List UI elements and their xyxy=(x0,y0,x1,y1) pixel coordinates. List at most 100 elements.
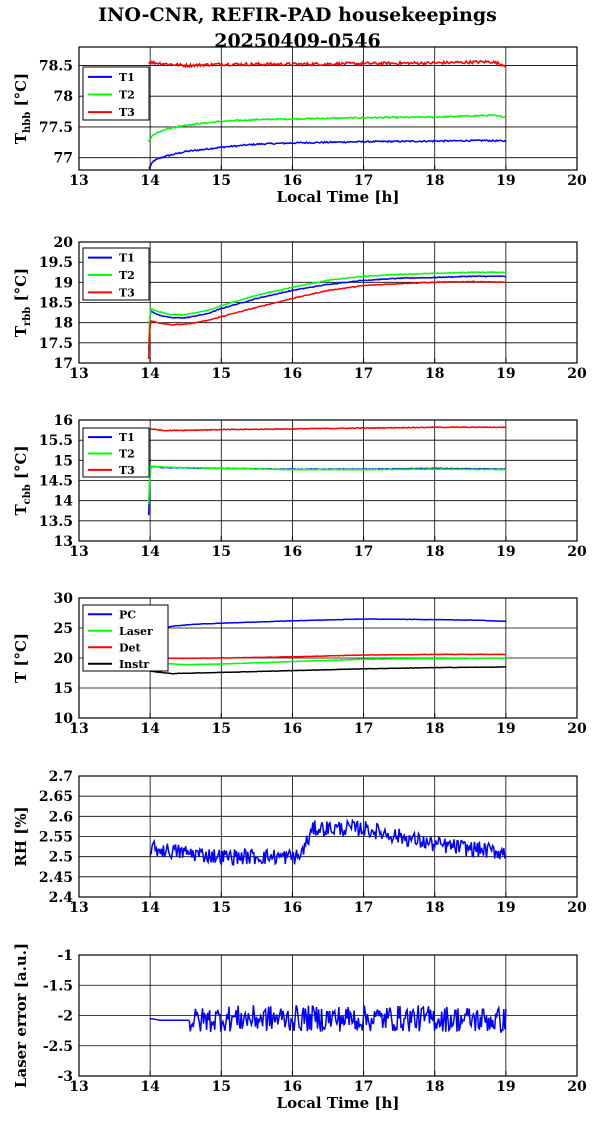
y-axis-label: Trbb [°C] xyxy=(12,268,33,337)
x-tick-label: 18 xyxy=(425,900,444,916)
y-tick-label: 25 xyxy=(54,621,73,637)
x-tick-label: 14 xyxy=(140,721,160,737)
plot-frame xyxy=(78,419,578,542)
x-tick-label: 13 xyxy=(69,721,88,737)
series-line-pc xyxy=(150,618,507,633)
series-line-t3 xyxy=(147,280,507,360)
chart-panel-1: 13 14 15 16 17 18 19 20 77 77.5 78 78.5 Local Time [… xyxy=(12,46,587,206)
y-axis-label: T [°C] xyxy=(12,633,30,683)
y-tick-label: 2.5 xyxy=(49,850,73,866)
y-tick-label: 19 xyxy=(54,275,73,291)
series-line-det xyxy=(150,653,507,660)
x-tick-label: 16 xyxy=(283,721,302,737)
y-tick-label: 20 xyxy=(54,651,74,667)
x-tick-label: 13 xyxy=(69,173,88,189)
series-line-t1 xyxy=(147,275,506,351)
x-tick-label: 15 xyxy=(212,544,231,560)
y-axis-label: Laser error [a.u.] xyxy=(12,943,30,1088)
y-tick-label: 2.6 xyxy=(49,809,73,825)
y-tick-label: 19.5 xyxy=(39,255,73,271)
x-tick-label: 13 xyxy=(69,544,88,560)
x-tick-label: 20 xyxy=(567,1079,587,1095)
y-tick-label: 15.5 xyxy=(39,433,73,449)
y-tick-label: 77 xyxy=(54,151,73,167)
x-tick-label: 20 xyxy=(567,721,587,737)
series-line-s1 xyxy=(149,818,507,866)
x-tick-label: 16 xyxy=(283,366,302,382)
y-tick-label: 17.5 xyxy=(39,336,73,352)
y-axis-label: Tcbb [°C] xyxy=(12,445,33,515)
series-line-laser xyxy=(150,657,506,666)
series-line-t1 xyxy=(147,465,507,516)
y-axis-label: RH [%] xyxy=(12,806,30,866)
x-tick-label: 19 xyxy=(496,173,515,189)
legend: T1 T2 T3 xyxy=(82,66,150,121)
legend: PC Laser Det Instr xyxy=(82,604,169,672)
y-tick-label: 78 xyxy=(54,89,73,105)
series-line-t2 xyxy=(147,464,506,505)
series-line-instr xyxy=(149,666,506,675)
plot-frame xyxy=(78,46,578,171)
x-tick-label: 17 xyxy=(354,900,373,916)
y-tick-label: 18.5 xyxy=(39,296,73,312)
legend-label: Det xyxy=(119,641,142,654)
legend: T1 T2 T3 xyxy=(82,427,150,478)
x-tick-label: 14 xyxy=(140,173,160,189)
x-axis-label: Local Time [h] xyxy=(277,188,400,206)
y-tick-label: 14 xyxy=(54,494,74,510)
x-tick-label: 15 xyxy=(212,366,231,382)
x-tick-label: 15 xyxy=(212,900,231,916)
y-tick-label: 15 xyxy=(54,453,73,469)
legend-label: Instr xyxy=(119,658,149,671)
y-tick-label: 13 xyxy=(54,534,73,550)
chart-panel-4: 13 14 15 16 17 18 19 20 10 15 20 25 30 T [°C] PC Laser D… xyxy=(12,591,587,737)
x-tick-label: 14 xyxy=(140,1079,160,1095)
x-tick-label: 16 xyxy=(283,544,302,560)
y-tick-label: -1.5 xyxy=(43,978,73,994)
x-tick-label: 18 xyxy=(425,173,444,189)
x-tick-label: 14 xyxy=(140,366,160,382)
legend-label: Laser xyxy=(119,625,153,638)
x-tick-label: 18 xyxy=(425,1079,444,1095)
x-tick-label: 17 xyxy=(354,173,373,189)
y-tick-label: -2.5 xyxy=(43,1039,73,1055)
y-tick-label: 18 xyxy=(54,316,73,332)
x-tick-label: 19 xyxy=(496,1079,515,1095)
series-line-s1 xyxy=(149,1017,190,1022)
legend-label: T2 xyxy=(119,89,135,102)
x-axis-label: Local Time [h] xyxy=(277,1094,400,1112)
y-tick-label: 20 xyxy=(54,235,74,251)
legend-label: T3 xyxy=(119,106,135,119)
x-tick-label: 20 xyxy=(567,366,587,382)
x-tick-label: 17 xyxy=(354,366,373,382)
x-tick-label: 13 xyxy=(69,1079,88,1095)
x-tick-label: 17 xyxy=(354,544,373,560)
x-tick-label: 16 xyxy=(283,900,302,916)
y-tick-label: 13.5 xyxy=(39,514,73,530)
x-tick-label: 18 xyxy=(425,366,444,382)
x-tick-label: 20 xyxy=(567,544,587,560)
series-line-t3 xyxy=(150,426,507,432)
x-tick-label: 20 xyxy=(567,900,587,916)
y-tick-label: 30 xyxy=(54,591,74,607)
legend: T1 T2 T3 xyxy=(82,247,150,301)
x-tick-label: 19 xyxy=(496,366,515,382)
chart-panel-2: 13 14 15 16 17 18 19 20 17 17.5 18 18.5 19 19.5 20 Trbb… xyxy=(12,235,587,382)
y-tick-label: 2.55 xyxy=(39,830,73,846)
y-tick-label: 2.7 xyxy=(49,769,73,785)
legend-label: T1 xyxy=(119,252,135,265)
y-tick-label: 2.4 xyxy=(49,890,74,906)
series-line-t2 xyxy=(147,271,506,347)
plot-frame xyxy=(78,597,578,719)
chart-panel-3: 13 14 15 16 17 18 19 20 13 13.5 14 14.5 15 15.5 16 Tcbb… xyxy=(12,413,587,560)
x-tick-label: 13 xyxy=(69,900,88,916)
y-tick-label: 2.65 xyxy=(39,789,73,805)
x-tick-label: 14 xyxy=(140,900,160,916)
x-tick-label: 13 xyxy=(69,366,88,382)
chart-panel-6: 13 14 15 16 17 18 19 20 -3 -2.5 -2 -1.5 -1 Local Time… xyxy=(12,943,587,1112)
chart-title: INO-CNR, REFIR-PAD housekeepings xyxy=(98,4,497,26)
y-tick-label: 10 xyxy=(54,711,74,727)
x-tick-label: 15 xyxy=(212,1079,231,1095)
x-tick-label: 16 xyxy=(283,1079,302,1095)
